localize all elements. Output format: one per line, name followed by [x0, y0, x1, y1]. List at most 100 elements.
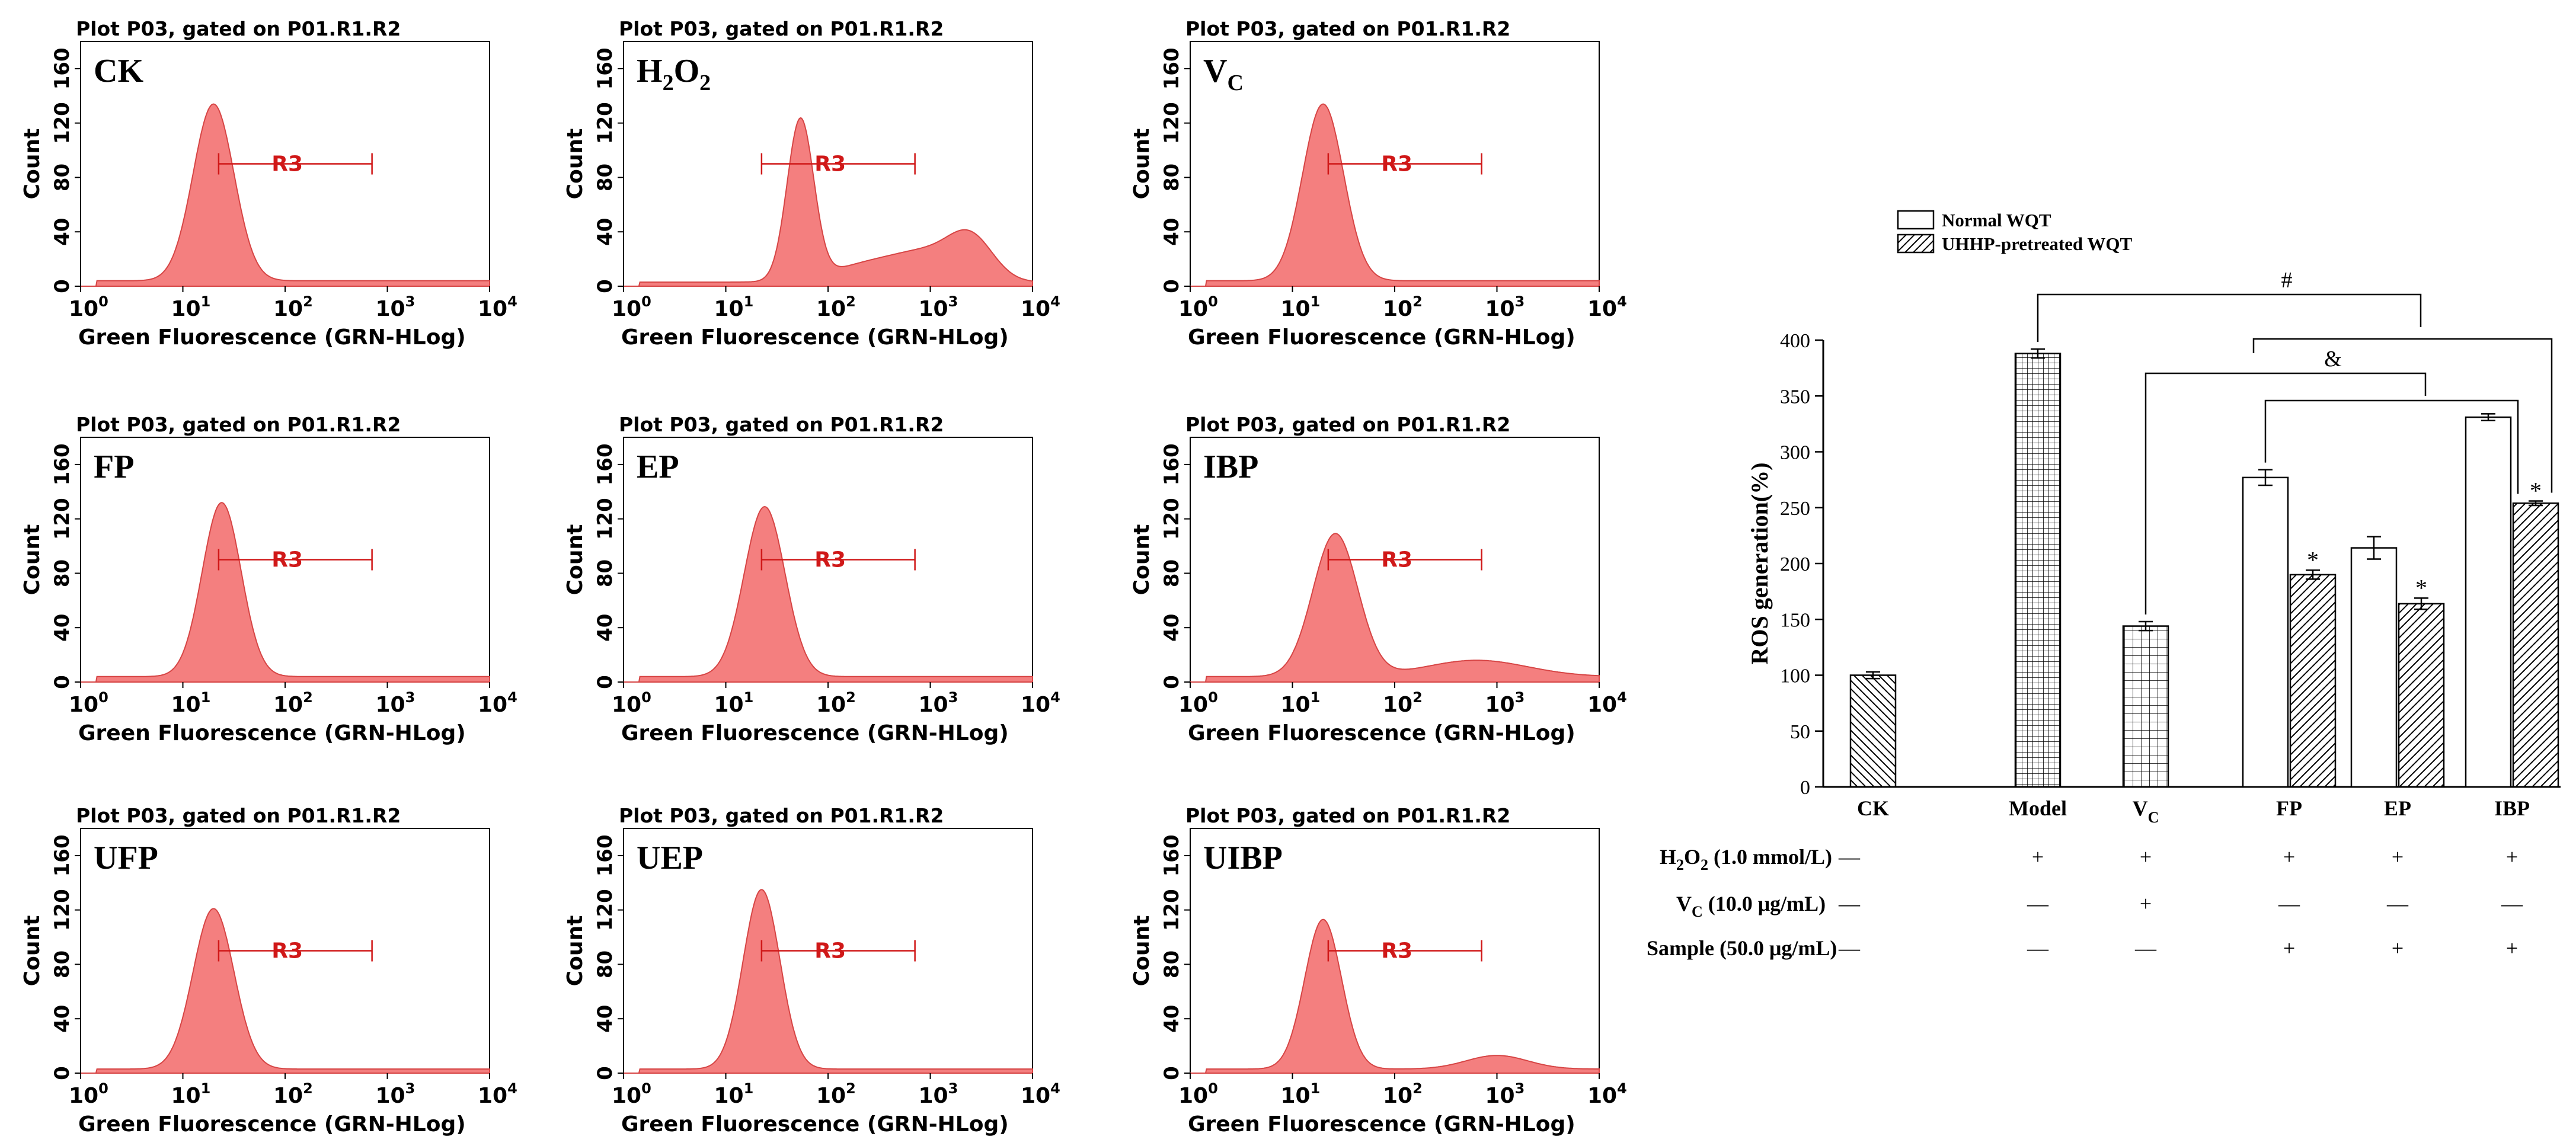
x-tick-label: 103 — [919, 293, 958, 321]
gate-label: R3 — [814, 152, 846, 177]
bar-ibp-uhhp — [2512, 502, 2559, 788]
histogram-curve — [81, 908, 490, 1074]
y-tick-label: 160 — [50, 443, 74, 485]
x-tick-label: CK — [1857, 796, 1889, 820]
x-tick-label: 102 — [1383, 293, 1423, 321]
y-tick-label: 160 — [593, 443, 617, 485]
gate-label: R3 — [271, 152, 303, 177]
x-tick-exponent: 4 — [507, 1080, 517, 1097]
x-tick-label: 100 — [612, 689, 651, 717]
y-tick-label: 0 — [1160, 279, 1184, 293]
x-tick-label: 104 — [1021, 689, 1060, 717]
panel-label: UIBP — [1203, 840, 1283, 876]
histogram-curve — [1190, 918, 1600, 1074]
x-tick-label: 101 — [1281, 689, 1321, 717]
y-tick-label: 80 — [593, 559, 617, 587]
y-tick-label: 0 — [50, 675, 74, 689]
x-tick-exponent: 1 — [201, 293, 211, 310]
bar-fp-uhhp — [2289, 574, 2337, 788]
x-tick-exponent: 3 — [948, 689, 958, 706]
y-tick-label: 120 — [593, 102, 617, 144]
y-tick-label: 80 — [1160, 950, 1184, 978]
legend-swatch-normal — [1897, 210, 1935, 230]
x-tick-exponent: 1 — [201, 689, 211, 706]
x-tick-exponent: 4 — [1050, 1080, 1060, 1097]
treatment-mark: + — [2032, 845, 2044, 869]
y-tick-label: 40 — [50, 614, 74, 642]
x-tick-label: VC — [2133, 796, 2159, 826]
gate-label: R3 — [271, 939, 303, 963]
legend-label-normal: Normal WQT — [1942, 210, 2051, 231]
y-tick-label: 120 — [1160, 498, 1184, 540]
x-tick-label: 104 — [478, 293, 517, 321]
treatment-row-label: H2O2 (1.0 mmol/L) — [1660, 845, 1832, 873]
x-tick-exponent: 2 — [303, 1080, 313, 1097]
x-axis-label: Green Fluorescence (GRN-HLog) — [78, 721, 466, 745]
x-tick-exponent: 0 — [98, 689, 108, 706]
bar-v-single — [2122, 625, 2169, 788]
x-tick-label: FP — [2276, 796, 2302, 820]
x-tick-label: 102 — [1383, 1080, 1423, 1108]
bracket-hash-label: # — [2281, 268, 2293, 293]
y-tick-label: 300 — [1780, 442, 1810, 464]
histogram-panel-1: Plot P03, gated on P01.R1.R2CKR304080120… — [20, 17, 517, 350]
y-axis-label: Count — [563, 915, 587, 987]
treatment-row-label: Sample (50.0 μg/mL) — [1647, 936, 1837, 960]
x-tick-exponent: 2 — [846, 689, 856, 706]
x-tick-label: 100 — [69, 293, 108, 321]
panel-label: EP — [637, 449, 679, 485]
x-axis-label: Green Fluorescence (GRN-HLog) — [621, 1112, 1009, 1137]
histogram-panel-3: Plot P03, gated on P01.R1.R2VCR304080120… — [1130, 17, 1627, 350]
histogram-panel-4: Plot P03, gated on P01.R1.R2FPR304080120… — [20, 413, 517, 745]
bar-ibp-normal — [2465, 416, 2512, 788]
x-tick-exponent: 2 — [846, 293, 856, 310]
y-tick-label: 80 — [593, 164, 617, 191]
x-axis-label: Green Fluorescence (GRN-HLog) — [621, 325, 1009, 350]
y-tick-label: 160 — [1160, 834, 1184, 876]
x-tick-subscript: C — [2148, 809, 2159, 826]
bracket-hash — [2037, 293, 2422, 342]
panel-label: IBP — [1203, 449, 1258, 485]
y-tick-label: 40 — [50, 218, 74, 246]
gate-label: R3 — [1381, 152, 1412, 177]
significance-star: * — [2415, 574, 2427, 601]
x-tick-label: 102 — [273, 293, 313, 321]
x-tick-label: 104 — [1587, 689, 1627, 717]
treatment-mark: + — [2506, 936, 2518, 960]
row-label-subscript: 2 — [1701, 856, 1708, 873]
ros-bar-chart: 0 50 100 150 200 250 300 350 400 ROS generation(%… — [1647, 210, 2561, 960]
x-tick-exponent: 3 — [405, 689, 416, 706]
x-tick-exponent: 2 — [1412, 689, 1423, 706]
x-tick-exponent: 1 — [1311, 1080, 1321, 1097]
y-tick-label: 0 — [50, 279, 74, 293]
histogram-panel-9: Plot P03, gated on P01.R1.R2UIBPR3040801… — [1130, 804, 1627, 1137]
y-tick-label: 80 — [50, 559, 74, 587]
bar-fp-normal — [2242, 476, 2289, 788]
gate-label: R3 — [1381, 548, 1412, 572]
treatment-mark: + — [2140, 845, 2152, 869]
y-tick-label: 120 — [593, 498, 617, 540]
x-tick-label: 104 — [478, 1080, 517, 1108]
x-tick-label: IBP — [2494, 796, 2530, 820]
x-tick-label: 103 — [919, 1080, 958, 1108]
histogram-curve — [81, 502, 490, 683]
treatment-mark: — — [1838, 892, 1861, 915]
y-axis-label: Count — [20, 915, 44, 987]
y-tick-label: 0 — [1160, 1066, 1184, 1080]
x-tick-label: 100 — [612, 293, 651, 321]
legend-label-uhhp: UHHP-pretreated WQT — [1942, 233, 2132, 254]
y-tick-label: 0 — [593, 1066, 617, 1080]
histogram-curve — [1190, 103, 1600, 287]
y-tick-label: 40 — [50, 1005, 74, 1033]
y-tick-label: 0 — [1800, 777, 1810, 799]
histogram-panel-8: Plot P03, gated on P01.R1.R2UEPR30408012… — [563, 804, 1060, 1137]
y-tick-label: 120 — [1160, 889, 1184, 931]
x-tick-exponent: 4 — [1050, 689, 1060, 706]
x-tick-exponent: 1 — [744, 689, 754, 706]
x-axis-label: Green Fluorescence (GRN-HLog) — [1188, 1112, 1575, 1137]
x-tick-label: EP — [2384, 796, 2411, 820]
row-label-middle: O — [1684, 845, 1701, 869]
x-tick-exponent: 4 — [507, 293, 517, 310]
treatment-mark: — — [2134, 936, 2157, 960]
